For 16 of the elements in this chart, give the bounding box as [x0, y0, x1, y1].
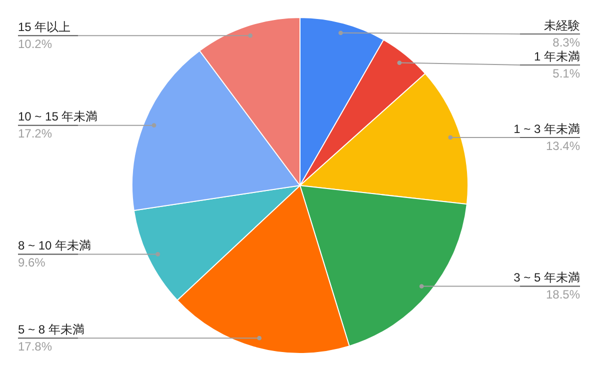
slice-label: 1 ~ 3 年未満: [514, 122, 580, 136]
slice-label: 15 年以上: [18, 20, 71, 34]
slice-label: 8 ~ 10 年未満: [18, 238, 92, 253]
slice-label: 10 ~ 15 年未満: [18, 110, 98, 124]
data-label: 9.6%: [18, 256, 46, 270]
data-label: 13.4%: [546, 138, 580, 153]
data-label: 18.5%: [546, 288, 580, 302]
data-label: 17.8%: [18, 339, 52, 354]
slice-label: 3 ~ 5 年未満: [514, 270, 580, 285]
data-label: 10.2%: [18, 36, 52, 51]
slice-label: 1 年未満: [534, 49, 580, 64]
slice-label: 5 ~ 8 年未満: [18, 322, 84, 336]
data-label: 5.1%: [552, 66, 580, 80]
slice-label: 未経験: [544, 18, 580, 32]
data-label: 17.2%: [18, 126, 52, 141]
data-label: 8.3%: [552, 35, 580, 50]
